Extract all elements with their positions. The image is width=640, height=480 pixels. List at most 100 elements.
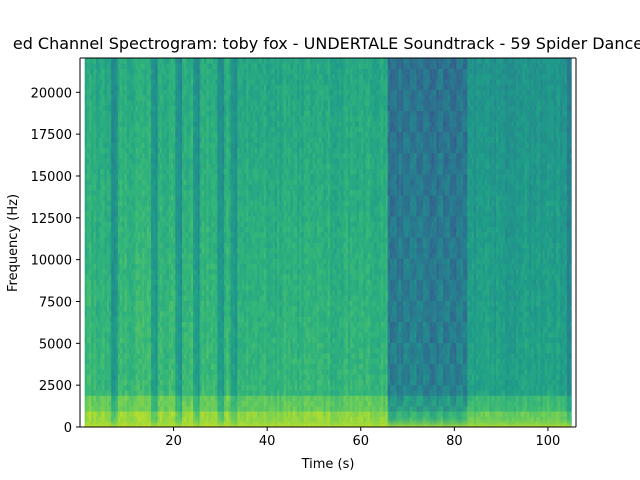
spectrogram-cell	[133, 327, 136, 333]
spectrogram-cell	[233, 221, 236, 227]
spectrogram-cell	[167, 163, 170, 169]
spectrogram-cell	[111, 179, 114, 185]
spectrogram-cell	[155, 364, 158, 370]
spectrogram-cell	[211, 327, 214, 333]
spectrogram-cell	[133, 163, 136, 169]
spectrogram-cell	[233, 179, 236, 185]
spectrogram-cell	[233, 127, 236, 133]
spectrogram-cell	[200, 200, 203, 206]
spectrogram-cell	[155, 264, 158, 270]
spectrogram-cell	[222, 111, 225, 117]
spectrogram-cell	[178, 332, 181, 338]
spectrogram-cell	[233, 290, 236, 296]
spectrogram-cell	[189, 364, 192, 370]
spectrogram-cell	[178, 195, 181, 201]
spectrogram-cell	[178, 69, 181, 75]
spectrogram-cell	[233, 95, 236, 101]
spectrogram-cell	[100, 258, 103, 264]
spectrogram-cell	[100, 190, 103, 196]
spectrogram-cell	[233, 132, 236, 138]
spectrogram-cell	[89, 58, 92, 64]
spectrogram-cell	[211, 148, 214, 154]
spectrogram-cell	[200, 132, 203, 138]
spectrogram-cell	[222, 137, 225, 143]
spectrogram-cell	[155, 269, 158, 275]
spectrogram-cell	[100, 290, 103, 296]
spectrogram-cell	[211, 185, 214, 191]
spectrogram-cell	[189, 137, 192, 143]
spectrogram-cell	[122, 353, 125, 359]
spectrogram-cell	[200, 148, 203, 154]
spectrogram-cell	[144, 364, 147, 370]
spectrogram-cell	[122, 322, 125, 328]
spectrogram-cell	[111, 90, 114, 96]
spectrogram-cell	[155, 142, 158, 148]
spectrogram-cell	[222, 237, 225, 243]
spectrogram-cell	[144, 327, 147, 333]
spectrogram-cell	[133, 95, 136, 101]
spectrogram-cell	[111, 327, 114, 333]
spectrogram-cell	[122, 195, 125, 201]
spectrogram-cell	[111, 148, 114, 154]
spectrogram-cell	[144, 322, 147, 328]
spectrogram-cell	[122, 74, 125, 80]
spectrogram-cell	[167, 58, 170, 64]
spectrogram-cell	[89, 322, 92, 328]
spectrogram-cell	[200, 90, 203, 96]
spectrogram-cell	[211, 264, 214, 270]
spectrogram-cell	[89, 211, 92, 217]
spectrogram-cell	[89, 358, 92, 364]
spectrogram-cell	[144, 337, 147, 343]
spectrogram-cell	[222, 380, 225, 386]
spectrogram-cell	[233, 348, 236, 354]
spectrogram-cell	[111, 127, 114, 133]
spectrogram-cell	[211, 58, 214, 64]
spectrogram-cell	[189, 95, 192, 101]
spectrogram-cell	[89, 337, 92, 343]
spectrogram-cell	[189, 111, 192, 117]
spectrogram-cell	[178, 132, 181, 138]
spectrogram-cell	[233, 116, 236, 122]
spectrogram-cell	[111, 348, 114, 354]
spectrogram-cell	[111, 121, 114, 127]
spectrogram-cell	[144, 169, 147, 175]
spectrogram-cell	[111, 111, 114, 117]
spectrogram-cell	[155, 358, 158, 364]
spectrogram-cell	[167, 153, 170, 159]
spectrogram-cell	[89, 195, 92, 201]
spectrogram-cell	[155, 295, 158, 301]
spectrogram-cell	[133, 385, 136, 391]
spectrogram-cell	[200, 337, 203, 343]
spectrogram-cell	[178, 158, 181, 164]
spectrogram-cell	[167, 290, 170, 296]
spectrogram-cell	[144, 227, 147, 233]
spectrogram-cell	[100, 111, 103, 117]
spectrogram-cell	[133, 148, 136, 154]
spectrogram-cell	[178, 58, 181, 64]
spectrogram-cell	[100, 232, 103, 238]
spectrogram-cell	[189, 227, 192, 233]
spectrogram-cell	[111, 332, 114, 338]
spectrogram-cell	[178, 295, 181, 301]
spectrogram-cell	[133, 158, 136, 164]
spectrogram-cell	[122, 306, 125, 312]
spectrogram-cell	[89, 163, 92, 169]
spectrogram-cell	[233, 105, 236, 111]
spectrogram-cell	[233, 121, 236, 127]
spectrogram-cell	[200, 300, 203, 306]
spectrogram-cell	[233, 327, 236, 333]
spectrogram-cell	[144, 353, 147, 359]
spectrogram-cell	[111, 211, 114, 217]
spectrogram-cell	[144, 290, 147, 296]
spectrogram-cell	[89, 137, 92, 143]
spectrogram-cell	[222, 300, 225, 306]
spectrogram-cell	[89, 253, 92, 259]
spectrogram-cell	[89, 216, 92, 222]
spectrogram-cell	[144, 358, 147, 364]
spectrogram-cell	[200, 100, 203, 106]
spectrogram-cell	[111, 63, 114, 69]
spectrogram-cell	[133, 169, 136, 175]
spectrogram-cell	[211, 322, 214, 328]
spectrogram-cell	[89, 295, 92, 301]
spectrogram-cell	[144, 142, 147, 148]
